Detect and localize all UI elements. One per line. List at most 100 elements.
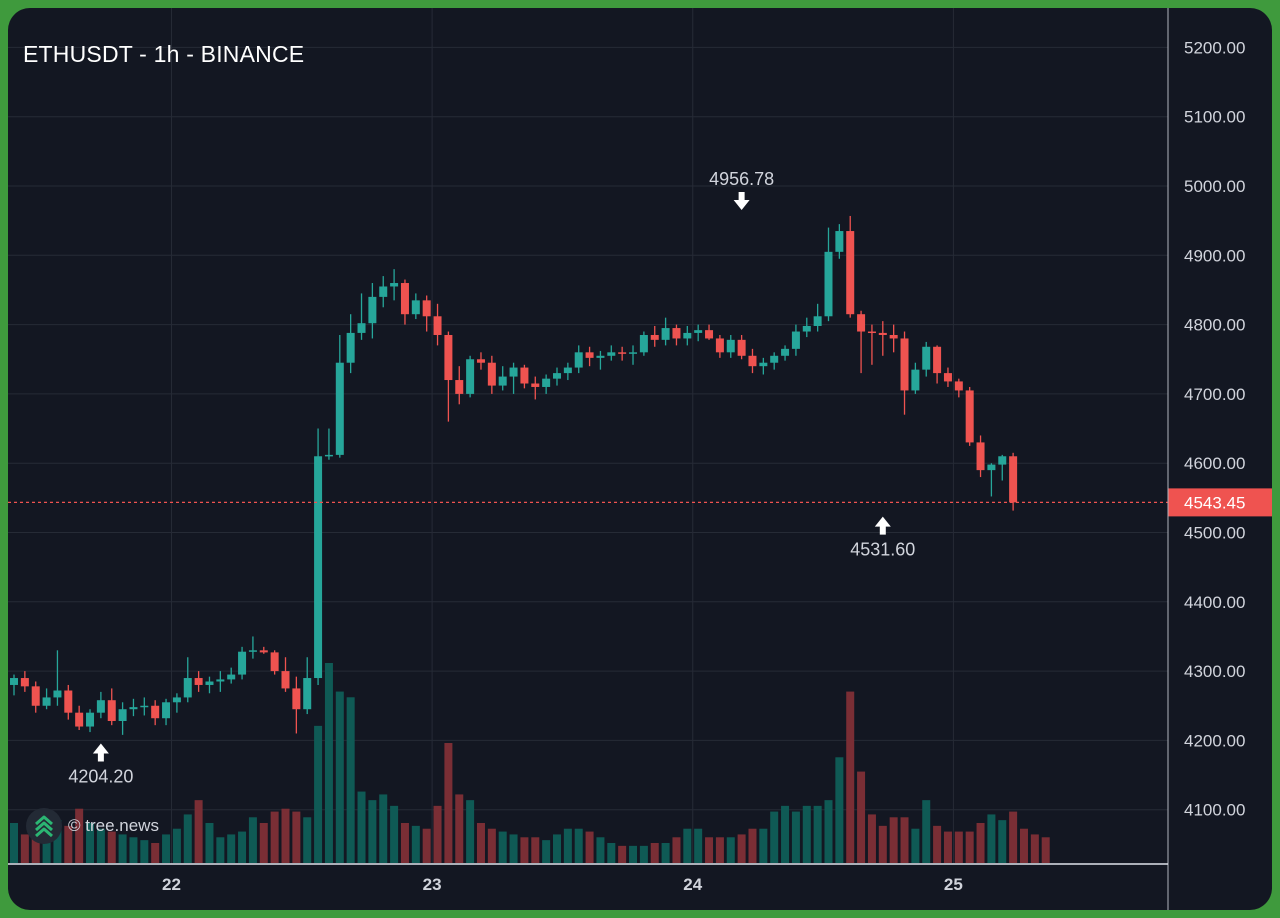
candle-body [205,681,214,685]
candle [900,331,909,415]
candle [107,688,116,726]
volume-bar [813,805,822,863]
volume-bar [422,828,431,863]
candle-body [10,678,18,685]
candle [194,671,203,692]
time-tick-label: 25 [944,875,963,894]
volume-bar [281,808,290,863]
candle [281,657,290,692]
candle-body [542,378,551,387]
candle [846,215,855,318]
candle-body [791,331,800,349]
volume-bar [1041,837,1050,863]
candle [205,676,214,694]
candle-body [107,700,116,721]
volume-bar [715,837,724,863]
volume-bar [705,837,714,863]
candle [607,345,616,361]
candle-body [922,346,931,370]
volume-bar [31,828,40,863]
candle-body [900,338,909,391]
candle [954,378,963,398]
candle [857,310,866,374]
candle-body [151,705,160,719]
volume-bar [954,831,963,863]
volume-bar [976,823,985,863]
candle [368,283,377,339]
candle [705,324,714,340]
candle [509,362,518,394]
candle-body [172,697,181,703]
candle-body [466,359,475,394]
volume-bar [227,834,236,863]
candle [563,362,572,381]
candle-body [390,283,399,287]
volume-bar [183,814,192,863]
price-tick-label: 5200.00 [1184,38,1245,57]
candle [737,334,746,360]
volume-bar [542,840,551,863]
volume-bar [737,834,746,863]
candle [140,697,149,716]
candle [574,345,583,374]
volume-bar [129,837,138,863]
volume-bar [379,794,388,863]
candle [455,366,464,405]
candle [618,346,627,361]
time-tick-label: 24 [683,875,702,894]
price-tick-label: 4600.00 [1184,454,1245,473]
volume-bar [303,817,312,863]
candle-body [487,362,496,386]
candle [216,671,225,692]
candle-body [259,650,268,653]
candle-body [162,702,171,719]
candle-body [183,678,192,698]
candle [748,348,757,374]
volume-bar [574,828,583,863]
candle [172,693,181,713]
candle [118,702,127,735]
arrow-up-icon [874,516,891,535]
volume-bar [357,791,366,863]
volume-bar [683,828,692,863]
candle [411,293,420,320]
volume-bar [368,800,377,863]
volume-bar [943,831,952,863]
candle-body [878,332,887,335]
candle-body [498,376,507,386]
candle-body [998,456,1007,465]
volume-bar [650,843,659,863]
volume-bar [53,820,62,863]
candle [835,224,844,259]
candle [357,293,366,340]
candle [422,295,431,332]
volume-bar [911,828,920,863]
candle-body [96,700,105,713]
candle [531,376,540,400]
candle [661,317,670,346]
volume-bar [661,843,670,863]
candle-body [324,454,333,457]
volume-bar [824,800,833,863]
price-tick-label: 4700.00 [1184,385,1245,404]
volume-bar [75,808,84,863]
volume-bar [194,800,203,863]
candle-body [227,674,236,680]
candle-body [216,679,225,682]
candle-body [835,231,844,252]
candle-body [715,338,724,353]
candle [770,352,779,370]
candle-body [292,688,301,710]
chart-svg[interactable]: 4543.45 4956.78 4204.20 4531.60 5200.00 5100… [8,8,1272,910]
candle-body [335,362,344,455]
candle-body [596,355,605,358]
candle-body [726,339,735,353]
volume-bar [748,828,757,863]
time-tick-label: 23 [423,875,442,894]
candle-body [672,328,681,339]
volume-bar [770,811,779,863]
candle [683,325,692,346]
candle [238,646,247,680]
candle [248,636,257,659]
candle-body [629,352,638,354]
